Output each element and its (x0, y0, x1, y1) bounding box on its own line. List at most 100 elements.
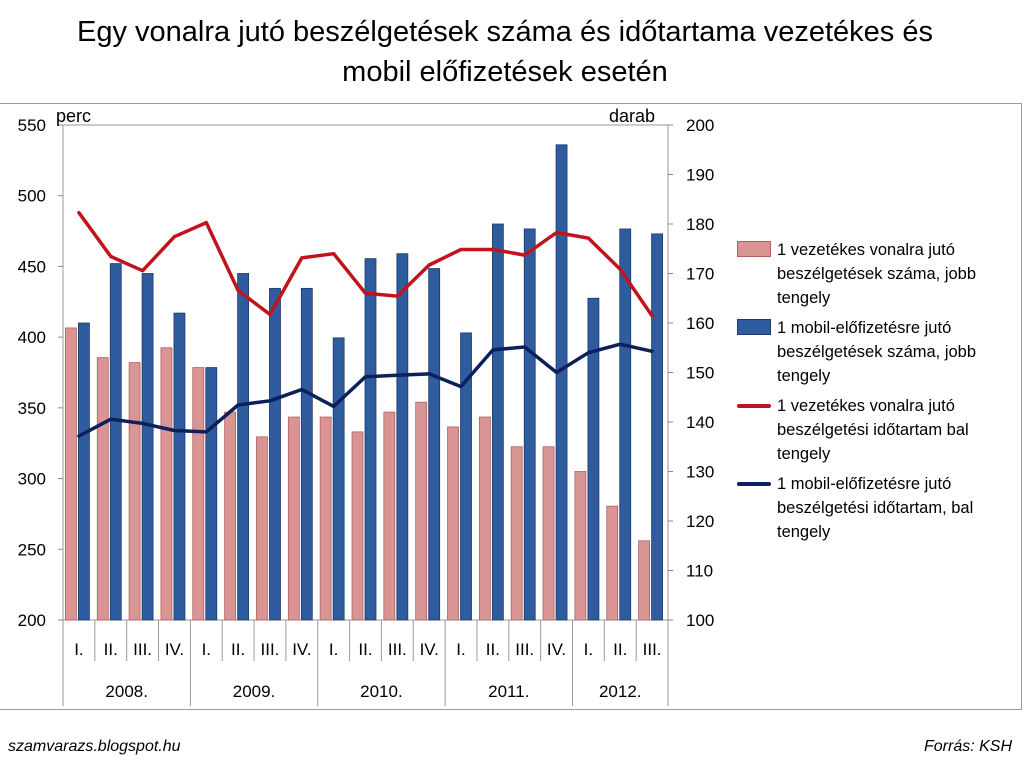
category-label: II. (358, 640, 372, 659)
bar-mobile-count (78, 322, 90, 621)
category-label: II. (486, 640, 500, 659)
bar-fixed-count (160, 347, 173, 621)
footer-source-ksh: Forrás: KSH (923, 738, 1012, 755)
bar-fixed-count (638, 540, 650, 621)
category-label: I. (456, 640, 465, 659)
right-axis-tick-label: 180 (686, 215, 714, 234)
bar-fixed-count (447, 426, 459, 621)
left-axis-unit-label: perc (56, 106, 91, 126)
category-label: IV. (420, 640, 439, 659)
legend-item-fixed-duration: 1 vezetékes vonalra jutó beszélgetési id… (737, 394, 1017, 466)
bar-fixed-count (128, 362, 141, 621)
left-axis-tick-label: 350 (18, 399, 46, 418)
line-fixed-duration (77, 210, 654, 318)
legend-item-mobile-count: 1 mobil-előfizetésre jutó beszélgetések … (737, 316, 1017, 388)
right-axis-tick-label: 200 (686, 116, 714, 135)
footer-source-blog: szamvarazs.blogspot.hu (8, 738, 181, 755)
legend-label-mobile-duration: 1 mobil-előfizetésre jutó beszélgetési i… (777, 475, 974, 541)
right-axis-tick-label: 140 (686, 413, 714, 432)
legend-key-fixed-count (737, 241, 771, 257)
bar-fixed-count (351, 431, 364, 621)
bar-mobile-count (332, 337, 345, 621)
bar-mobile-count (428, 268, 441, 621)
right-axis-tick-label: 190 (686, 166, 714, 185)
bar-mobile-count (237, 273, 250, 621)
bar-mobile-count (300, 287, 313, 621)
legend-key-fixed-duration (737, 395, 771, 415)
line-mobile-duration (77, 342, 654, 438)
left-axis-tick-label: 300 (18, 470, 46, 489)
bar-mobile-count (587, 297, 600, 621)
category-label: II. (613, 640, 627, 659)
bar-mobile-count (460, 332, 472, 621)
bar-mobile-count (109, 263, 122, 621)
chart-title: Egy vonalra jutó beszélgetések száma és … (0, 12, 1010, 92)
year-label: 2012. (599, 682, 642, 701)
bar-fixed-count (542, 446, 555, 621)
bar-mobile-count (491, 223, 504, 621)
bar-fixed-count (192, 367, 205, 621)
category-label: III. (261, 640, 280, 659)
year-label: 2010. (360, 682, 403, 701)
right-axis-tick-label: 100 (686, 611, 714, 630)
bar-fixed-count (256, 436, 268, 621)
category-label: II. (231, 640, 245, 659)
bar-fixed-count (224, 411, 237, 621)
bar-fixed-count (96, 357, 109, 621)
legend-key-mobile-count (737, 319, 771, 335)
chart-frame (0, 103, 1022, 710)
left-axis-tick-label: 250 (18, 540, 46, 559)
bar-fixed-count (383, 411, 396, 621)
right-axis-tick-label: 130 (686, 463, 714, 482)
category-label: I. (329, 640, 338, 659)
category-label: I. (74, 640, 83, 659)
legend: 1 vezetékes vonalra jutó beszélgetések s… (737, 238, 1017, 550)
bar-fixed-count (65, 327, 77, 621)
bar-mobile-count (555, 144, 568, 621)
year-label: 2011. (488, 682, 529, 701)
category-label: III. (515, 640, 534, 659)
bar-mobile-count (651, 233, 663, 621)
left-axis-tick-label: 200 (18, 611, 46, 630)
category-label: IV. (292, 640, 311, 659)
left-axis-tick-label: 400 (18, 328, 46, 347)
category-label: II. (104, 640, 118, 659)
year-label: 2009. (233, 682, 276, 701)
left-axis-tick-label: 450 (18, 257, 46, 276)
category-label: III. (388, 640, 407, 659)
legend-item-mobile-duration: 1 mobil-előfizetésre jutó beszélgetési i… (737, 472, 1017, 544)
right-axis-tick-label: 110 (686, 562, 713, 581)
legend-label-fixed-duration: 1 vezetékes vonalra jutó beszélgetési id… (777, 397, 969, 463)
bar-fixed-count (606, 505, 619, 621)
chart-title-line-2: mobil előfizetések esetén (342, 56, 668, 88)
right-axis-tick-label: 120 (686, 512, 714, 531)
bar-fixed-count (510, 446, 523, 621)
right-axis-unit-label: darab (609, 106, 655, 126)
right-axis-tick-label: 150 (686, 364, 714, 383)
right-axis-tick-label: 170 (686, 265, 714, 284)
bar-fixed-count (319, 416, 332, 621)
category-label: I. (584, 640, 593, 659)
category-label: III. (133, 640, 152, 659)
left-axis-tick-label: 500 (18, 187, 46, 206)
bar-mobile-count (269, 287, 281, 621)
bar-fixed-count (478, 416, 491, 621)
bar-mobile-count (619, 228, 632, 621)
legend-label-mobile-count: 1 mobil-előfizetésre jutó beszélgetések … (777, 319, 977, 385)
category-label: IV. (165, 640, 184, 659)
legend-item-fixed-count: 1 vezetékes vonalra jutó beszélgetések s… (737, 238, 1017, 310)
category-label: I. (202, 640, 211, 659)
category-label: III. (643, 640, 662, 659)
bar-mobile-count (173, 312, 186, 621)
bar-fixed-count (415, 401, 428, 621)
right-axis-tick-label: 160 (686, 314, 714, 333)
bar-mobile-count (364, 258, 377, 621)
legend-label-fixed-count: 1 vezetékes vonalra jutó beszélgetések s… (777, 241, 977, 307)
category-label: IV. (547, 640, 566, 659)
bar-fixed-count (287, 416, 300, 621)
bar-mobile-count (205, 367, 218, 621)
bar-fixed-count (574, 471, 587, 621)
left-axis-tick-label: 550 (18, 116, 46, 135)
bar-mobile-count (396, 253, 409, 621)
